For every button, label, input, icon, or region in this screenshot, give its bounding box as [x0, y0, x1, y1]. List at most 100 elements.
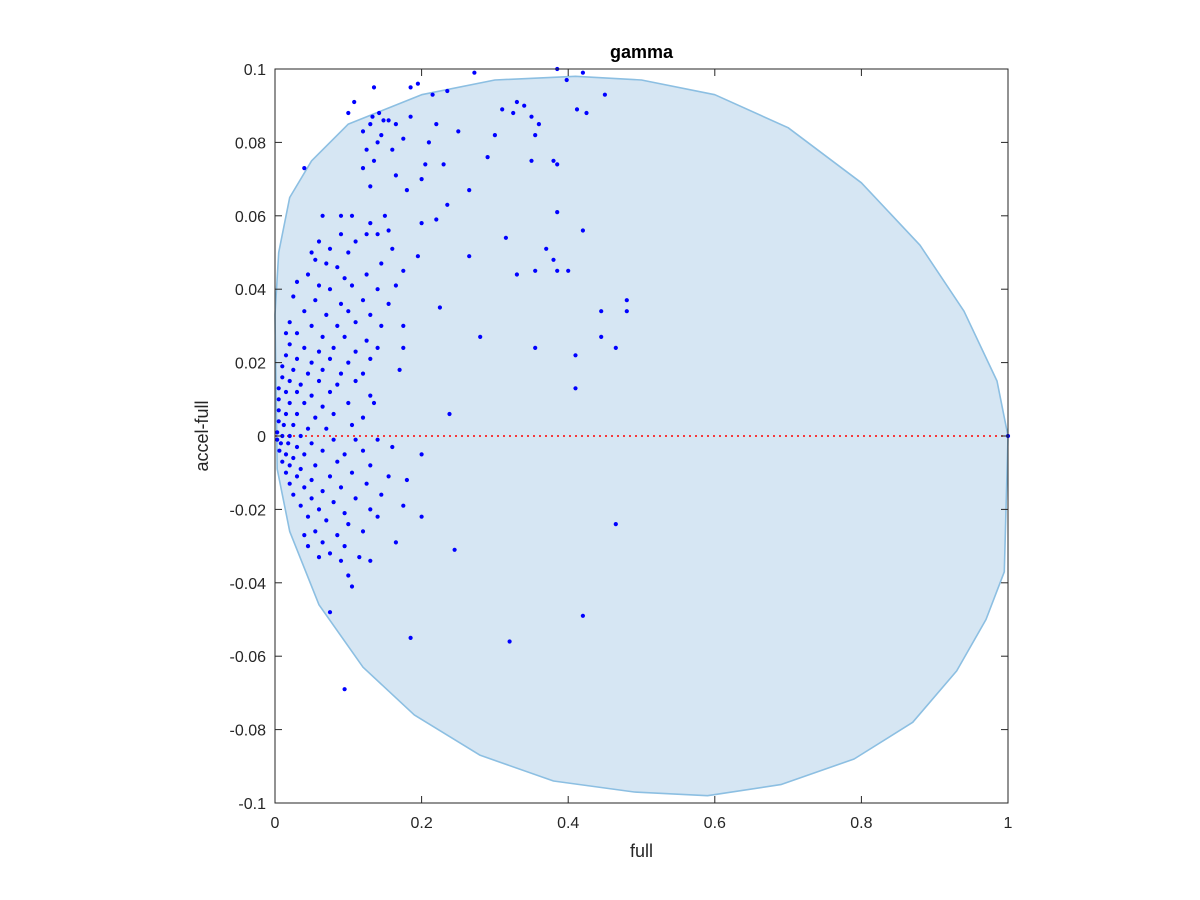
data-point [287, 378, 292, 384]
data-point [390, 147, 395, 152]
data-point [316, 349, 322, 354]
y-axis-label: accel-full [192, 400, 212, 471]
data-point [364, 232, 369, 237]
data-point [580, 228, 586, 233]
data-point [338, 371, 344, 376]
data-point [346, 400, 351, 406]
data-point [492, 133, 497, 138]
data-point [368, 507, 373, 512]
data-point [281, 422, 286, 428]
data-point [514, 272, 520, 277]
data-point [375, 232, 380, 237]
data-point [309, 441, 314, 446]
data-point [507, 639, 512, 644]
data-point [467, 188, 472, 193]
data-point [371, 158, 377, 163]
data-point [276, 397, 281, 402]
data-point [280, 433, 285, 439]
data-point [371, 85, 377, 90]
data-point [393, 540, 398, 545]
data-point [456, 129, 461, 134]
data-point [551, 158, 556, 163]
data-point [430, 92, 435, 97]
data-point [302, 166, 307, 171]
data-point [452, 547, 457, 552]
data-point [555, 268, 560, 273]
data-point [338, 213, 344, 218]
data-point [291, 367, 296, 372]
data-point [566, 268, 571, 273]
data-point [313, 257, 318, 262]
data-point [472, 70, 477, 75]
data-point [287, 400, 292, 406]
data-point [316, 555, 322, 560]
plot-area: 0 0.2 0.4 0.6 0.8 1 0.1 0.08 0.06 0.04 0.02 0 -0.02… [230, 62, 1013, 832]
data-point [386, 474, 391, 479]
data-point [624, 309, 629, 314]
data-point [360, 298, 366, 303]
data-point [294, 411, 300, 417]
data-point [324, 426, 329, 431]
data-point [404, 188, 409, 193]
data-point [309, 393, 314, 398]
data-point [401, 503, 406, 508]
data-point [375, 140, 380, 145]
data-point [309, 477, 314, 483]
data-point [302, 345, 307, 350]
data-point [338, 232, 344, 237]
data-point [408, 635, 413, 641]
data-point [291, 294, 296, 299]
data-point [287, 320, 292, 325]
data-point [313, 298, 318, 303]
x-tick-label: 0.8 [850, 815, 872, 832]
data-point [327, 551, 333, 556]
data-point [434, 217, 439, 222]
data-point [379, 492, 384, 497]
data-point [377, 110, 382, 116]
data-point [320, 367, 325, 372]
data-point [346, 250, 351, 255]
data-point [346, 360, 351, 365]
data-point [294, 356, 300, 361]
data-point [342, 276, 347, 281]
data-point [342, 510, 347, 516]
data-point [544, 246, 549, 251]
data-point [419, 514, 424, 519]
data-point [283, 389, 289, 395]
data-point [555, 210, 560, 215]
data-point [503, 235, 508, 240]
data-point [419, 452, 424, 457]
data-point [529, 158, 534, 163]
data-point [335, 533, 340, 538]
data-point [320, 540, 325, 545]
data-point [401, 345, 406, 350]
data-point [375, 514, 380, 519]
data-point [368, 558, 373, 563]
data-point [331, 500, 336, 505]
data-point [320, 213, 325, 218]
data-point [379, 261, 384, 266]
data-point [368, 122, 373, 127]
data-point [386, 228, 391, 233]
data-point [573, 353, 578, 358]
data-point [342, 544, 347, 549]
data-point [335, 382, 340, 387]
data-point [280, 459, 285, 464]
data-point [283, 470, 289, 475]
data-point [426, 140, 431, 145]
y-tick-label: 0.08 [235, 135, 266, 152]
data-point [294, 474, 300, 479]
data-point [404, 477, 409, 483]
data-point [353, 496, 358, 501]
data-point [386, 118, 391, 123]
data-point [298, 382, 303, 387]
data-point [386, 301, 391, 306]
y-tick-label: 0.02 [235, 356, 266, 373]
data-point [533, 268, 538, 273]
data-point [275, 437, 280, 442]
data-point [349, 283, 355, 288]
data-point [316, 239, 322, 244]
data-point [368, 463, 373, 468]
data-point [320, 334, 325, 339]
y-tick-label: -0.06 [230, 649, 267, 666]
